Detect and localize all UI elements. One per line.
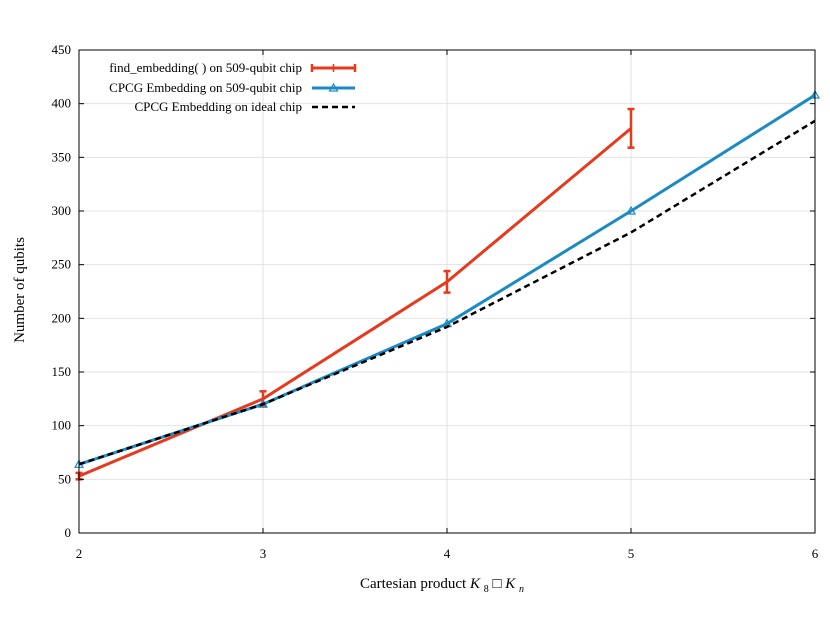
y-tick-label: 250 <box>52 257 72 272</box>
legend-entry-1: find_embedding( ) on 509-qubit chip <box>109 60 357 75</box>
legend-entry-2: CPCG Embedding on 509-qubit chip <box>109 80 355 95</box>
y-axis-label: Number of qubits <box>12 237 28 343</box>
legend-marker <box>328 82 339 92</box>
x-tick-label: 5 <box>628 546 635 561</box>
legend-label: find_embedding( ) on 509-qubit chip <box>109 60 302 75</box>
x-axis-label: Cartesian product K 8 □ K n <box>360 576 524 596</box>
y-tick-label: 450 <box>52 42 72 57</box>
x-tick-label: 4 <box>444 546 451 561</box>
x-axis-label-n-sub: n <box>519 584 524 595</box>
x-tick-label: 6 <box>812 546 819 561</box>
series-layer <box>73 89 821 481</box>
x-axis-label-k-sub: 8 <box>484 584 489 595</box>
ticks: 0 50 100 150 200 250 300 350 400 450 2 3 4 5 6 <box>52 42 819 561</box>
y-tick-label: 150 <box>52 364 72 379</box>
y-tick-label: 0 <box>65 525 72 540</box>
legend: find_embedding( ) on 509-qubit chip CPCG … <box>109 60 357 114</box>
series-1 <box>75 107 635 481</box>
series-line <box>78 119 816 466</box>
series-3 <box>78 119 816 466</box>
x-axis-label-box: □ <box>492 576 501 592</box>
x-tick-label: 2 <box>76 546 83 561</box>
y-tick-label: 100 <box>52 418 72 433</box>
y-tick-label: 400 <box>52 96 72 111</box>
series-line <box>78 93 816 466</box>
x-tick-label: 3 <box>260 546 267 561</box>
legend-entry-3: CPCG Embedding on ideal chip <box>134 99 355 114</box>
y-tick-label: 50 <box>58 471 71 486</box>
series-line <box>78 127 632 478</box>
x-axis-label-k: K <box>469 576 481 592</box>
data-point-marker <box>625 205 637 215</box>
legend-label: CPCG Embedding on 509-qubit chip <box>109 80 302 95</box>
legend-label: CPCG Embedding on ideal chip <box>134 99 302 114</box>
y-tick-label: 300 <box>52 203 72 218</box>
y-tick-label: 200 <box>52 310 72 325</box>
x-axis-label-text: Cartesian product <box>360 576 470 592</box>
x-axis-label-kn: K <box>504 576 516 592</box>
y-tick-label: 350 <box>52 149 72 164</box>
